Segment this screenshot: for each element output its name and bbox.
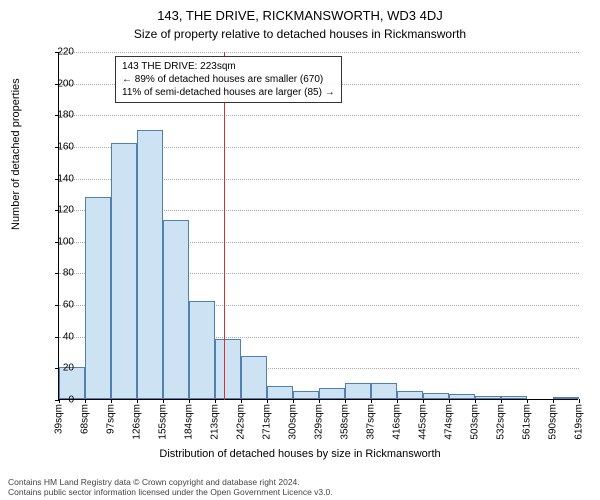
footer-line: Contains public sector information licen… [8,487,333,498]
y-tick-label: 0 [44,395,74,406]
x-tick-label: 503sqm [470,404,481,440]
x-tick-label: 619sqm [574,404,585,440]
histogram-bar [241,356,267,399]
x-tick-label: 387sqm [366,404,377,440]
x-tick [189,399,190,403]
x-tick [553,399,554,403]
histogram-bar [397,391,423,399]
x-tick-label: 358sqm [340,404,351,440]
y-tick-label: 60 [44,300,74,311]
histogram-bar [319,388,345,399]
x-tick [241,399,242,403]
histogram-bar [163,220,189,399]
chart-subtitle: Size of property relative to detached ho… [0,23,600,41]
x-tick [267,399,268,403]
x-tick-label: 532sqm [496,404,507,440]
histogram-bar [85,197,111,399]
x-tick [85,399,86,403]
x-tick-label: 213sqm [210,404,221,440]
annotation-line: 11% of semi-detached houses are larger (… [122,86,335,99]
histogram-bar [267,386,293,399]
x-tick [423,399,424,403]
x-tick-label: 97sqm [106,404,117,434]
x-tick [449,399,450,403]
x-tick [319,399,320,403]
x-tick [579,399,580,403]
x-tick [501,399,502,403]
x-axis-label: Distribution of detached houses by size … [0,448,600,460]
x-tick-label: 445sqm [418,404,429,440]
histogram-bar [189,301,215,399]
x-tick-label: 184sqm [184,404,195,440]
y-tick-label: 120 [44,205,74,216]
x-tick [215,399,216,403]
histogram-bar [553,397,579,399]
x-tick-label: 561sqm [522,404,533,440]
histogram-bar [215,339,241,399]
x-tick [371,399,372,403]
histogram-bar [371,383,397,399]
x-tick-label: 242sqm [236,404,247,440]
histogram-bar [501,396,527,399]
x-tick-label: 126sqm [132,404,143,440]
x-tick [397,399,398,403]
histogram-bar [475,396,501,399]
footer-attribution: Contains HM Land Registry data © Crown c… [8,477,333,498]
x-tick-label: 590sqm [548,404,559,440]
histogram-bar [345,383,371,399]
y-tick-label: 220 [44,47,74,58]
x-tick-label: 155sqm [158,404,169,440]
y-axis-label: Number of detached properties [10,78,22,230]
histogram-bar [423,393,449,399]
y-tick-label: 40 [44,331,74,342]
chart-container: { "title": "143, THE DRIVE, RICKMANSWORT… [0,0,600,500]
x-tick-label: 271sqm [262,404,273,440]
x-tick [345,399,346,403]
x-tick-label: 416sqm [392,404,403,440]
y-tick-label: 100 [44,236,74,247]
y-tick-label: 80 [44,268,74,279]
reference-line [224,52,225,400]
y-tick-label: 160 [44,141,74,152]
plot-area: 39sqm68sqm97sqm126sqm155sqm184sqm213sqm2… [58,52,578,400]
y-tick-label: 140 [44,173,74,184]
annotation-box: 143 THE DRIVE: 223sqm← 89% of detached h… [115,56,342,103]
annotation-line: ← 89% of detached houses are smaller (67… [122,73,335,86]
x-tick [137,399,138,403]
histogram-bar [293,391,319,399]
histogram-bar [111,143,137,399]
y-tick-label: 20 [44,363,74,374]
gridline [59,115,579,116]
x-tick-label: 39sqm [54,404,65,434]
x-tick-label: 68sqm [80,404,91,434]
histogram-bar [137,130,163,399]
footer-line: Contains HM Land Registry data © Crown c… [8,477,333,488]
x-tick [527,399,528,403]
y-tick-label: 180 [44,110,74,121]
x-tick [163,399,164,403]
x-tick [475,399,476,403]
x-tick-label: 300sqm [288,404,299,440]
y-tick-label: 200 [44,78,74,89]
gridline [59,52,579,53]
x-tick [111,399,112,403]
chart-title: 143, THE DRIVE, RICKMANSWORTH, WD3 4DJ [0,0,600,23]
x-tick-label: 474sqm [444,404,455,440]
histogram-bar [449,394,475,399]
annotation-line: 143 THE DRIVE: 223sqm [122,60,335,73]
x-tick [293,399,294,403]
x-tick-label: 329sqm [314,404,325,440]
